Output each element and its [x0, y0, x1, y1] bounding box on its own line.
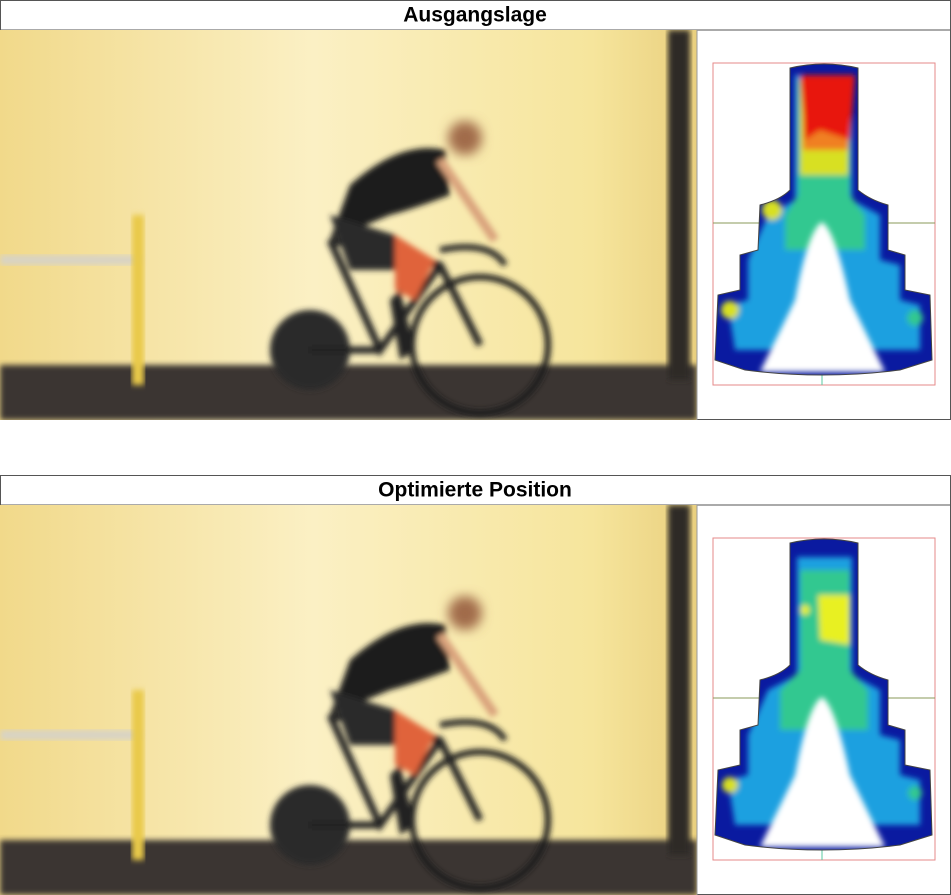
pressure-map	[715, 539, 932, 850]
panel: Optimierte Position	[0, 475, 951, 895]
panel-title: Optimierte Position	[378, 479, 572, 502]
pressure-map	[715, 64, 932, 375]
panel-title: Ausgangslage	[403, 4, 547, 27]
panel: Ausgangslage	[0, 0, 951, 421]
